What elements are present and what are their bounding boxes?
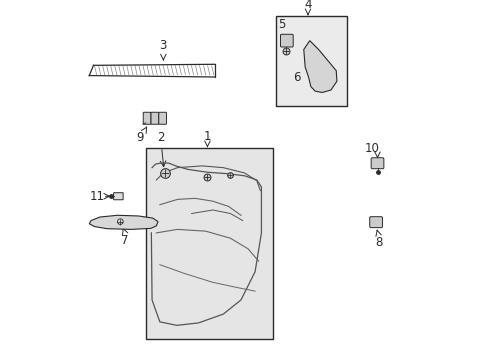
- Text: 1: 1: [203, 130, 211, 143]
- FancyBboxPatch shape: [113, 193, 123, 200]
- Bar: [276, 16, 346, 106]
- FancyBboxPatch shape: [280, 34, 293, 47]
- Polygon shape: [303, 41, 336, 93]
- Text: 7: 7: [121, 234, 128, 247]
- Text: 5: 5: [277, 18, 285, 31]
- FancyBboxPatch shape: [370, 158, 383, 169]
- Text: 10: 10: [364, 142, 379, 155]
- FancyBboxPatch shape: [143, 112, 151, 124]
- Text: 11: 11: [89, 190, 104, 203]
- Polygon shape: [89, 215, 158, 229]
- FancyBboxPatch shape: [151, 112, 159, 124]
- Text: 6: 6: [292, 71, 300, 84]
- Text: 4: 4: [304, 0, 311, 12]
- Text: 2: 2: [157, 131, 164, 144]
- Bar: [145, 148, 272, 339]
- Text: 8: 8: [374, 237, 382, 249]
- FancyBboxPatch shape: [369, 217, 382, 228]
- Text: 9: 9: [136, 131, 144, 144]
- Text: 3: 3: [160, 39, 167, 52]
- FancyBboxPatch shape: [159, 112, 166, 124]
